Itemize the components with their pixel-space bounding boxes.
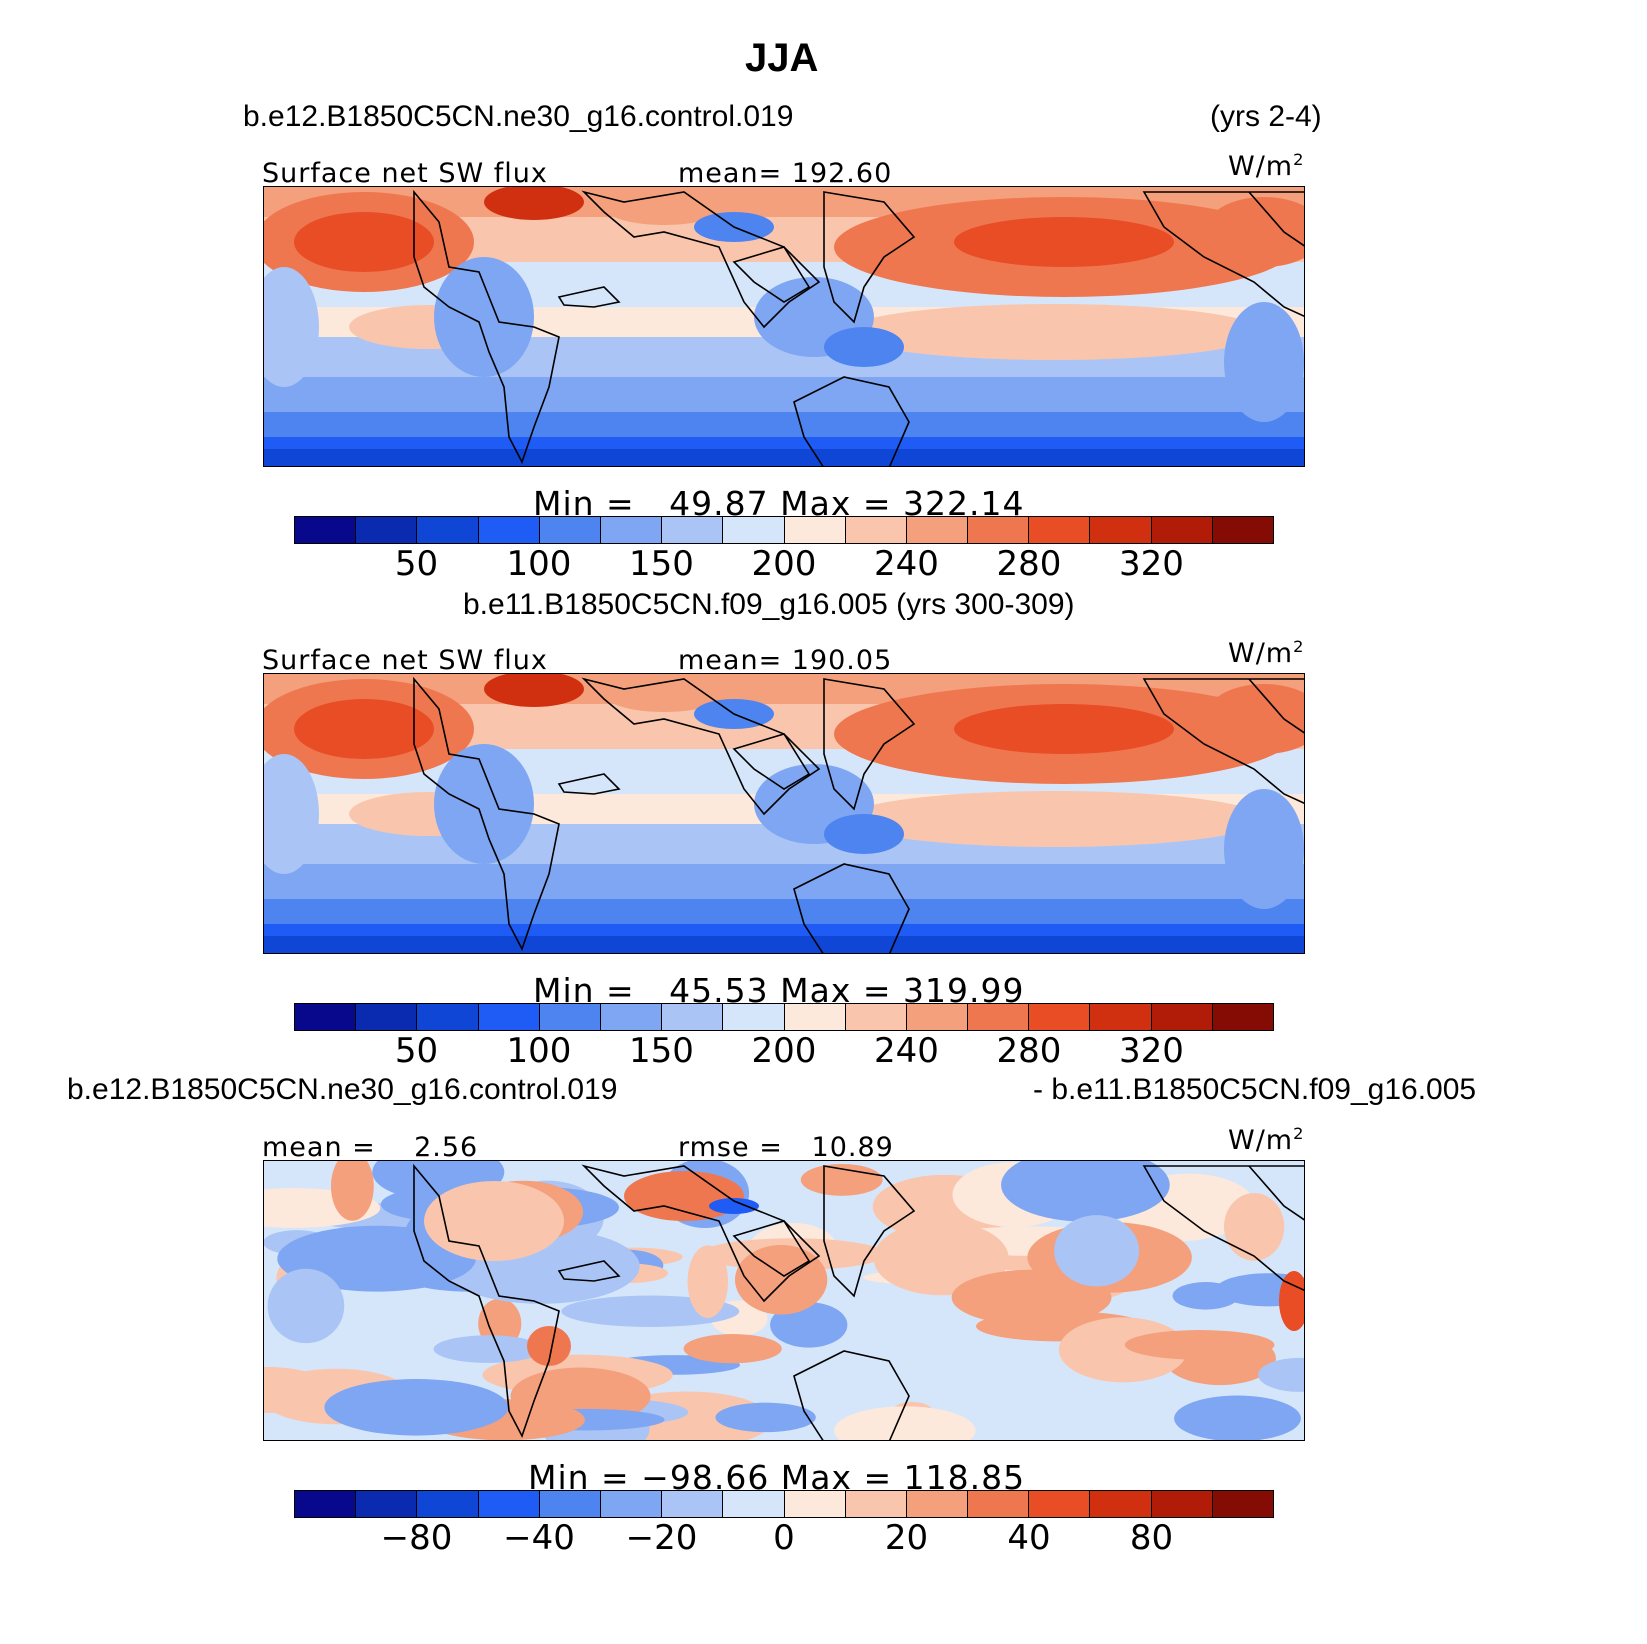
- panel1-colorbar: [294, 516, 1274, 544]
- colorbar-swatch: [784, 1491, 846, 1517]
- colorbar-tick-label: 20: [884, 1518, 929, 1558]
- panel2-variable: Surface net SW flux: [262, 645, 548, 676]
- colorbar-swatch: [784, 517, 846, 543]
- colorbar-swatch: [662, 517, 724, 543]
- colorbar-swatch: [723, 1491, 785, 1517]
- colorbar-tick-label: 150: [629, 544, 694, 584]
- case2-header: b.e11.B1850C5CN.f09_g16.005 (yrs 300-309…: [463, 588, 1075, 621]
- colorbar-swatch: [1029, 517, 1091, 543]
- colorbar-swatch: [1212, 517, 1273, 543]
- map-field: [264, 187, 1304, 466]
- colorbar-tick-label: 50: [394, 1031, 439, 1071]
- colorbar-swatch: [417, 1004, 479, 1030]
- panel3-units: W/m2: [1228, 1124, 1305, 1156]
- panel1-colorbar-ticks: 50 100 150 200 240 280 320: [294, 544, 1274, 584]
- colorbar-swatch: [356, 517, 418, 543]
- colorbar-swatch: [295, 517, 357, 543]
- colorbar-swatch: [1090, 1004, 1152, 1030]
- colorbar-swatch: [1090, 1491, 1152, 1517]
- colorbar-swatch: [539, 1491, 601, 1517]
- colorbar-swatch: [1212, 1491, 1273, 1517]
- colorbar-swatch: [356, 1491, 418, 1517]
- colorbar-tick-label: 150: [629, 1031, 694, 1071]
- colorbar-swatch: [1029, 1491, 1091, 1517]
- colorbar-swatch: [906, 517, 969, 543]
- colorbar-tick-label: 320: [1119, 544, 1184, 584]
- colorbar-tick-label: 0: [773, 1518, 795, 1558]
- panel3-mean: mean = 2.56: [262, 1132, 479, 1163]
- colorbar-swatch: [295, 1004, 357, 1030]
- colorbar-tick-label: 80: [1129, 1518, 1174, 1558]
- colorbar-tick-label: 280: [996, 1031, 1062, 1071]
- colorbar-tick-label: 40: [1007, 1518, 1051, 1558]
- panel2-colorbar: [294, 1003, 1274, 1031]
- panel3-colorbar: [294, 1490, 1274, 1518]
- panel2-colorbar-ticks: 50 100 150 200 240 280 320: [294, 1031, 1274, 1071]
- colorbar-swatch: [539, 1004, 601, 1030]
- colorbar-swatch: [723, 1004, 785, 1030]
- colorbar-swatch: [600, 1491, 663, 1517]
- colorbar-swatch: [845, 517, 907, 543]
- case1-years: (yrs 2-4): [1210, 100, 1322, 133]
- colorbar-swatch: [1151, 517, 1213, 543]
- colorbar-swatch: [478, 517, 540, 543]
- colorbar-swatch: [845, 1491, 907, 1517]
- colorbar-tick-label: 240: [874, 544, 939, 584]
- colorbar-swatch: [600, 1004, 663, 1030]
- colorbar-swatch: [968, 1004, 1030, 1030]
- colorbar-swatch: [784, 1004, 846, 1030]
- colorbar-swatch: [478, 1491, 540, 1517]
- colorbar-tick-label: 100: [506, 544, 572, 584]
- colorbar-swatch: [417, 517, 479, 543]
- colorbar-tick-label: 50: [394, 544, 439, 584]
- colorbar-swatch: [662, 1004, 724, 1030]
- colorbar-tick-label: 320: [1119, 1031, 1184, 1071]
- colorbar-swatch: [968, 517, 1030, 543]
- panel1-units: W/m2: [1228, 150, 1305, 182]
- map-field: [264, 1161, 1304, 1440]
- case1-name: b.e12.B1850C5CN.ne30_g16.control.019: [243, 100, 794, 133]
- diff-right-name: - b.e11.B1850C5CN.f09_g16.005: [1033, 1073, 1477, 1106]
- colorbar-swatch: [1212, 1004, 1273, 1030]
- colorbar-tick-label: −20: [625, 1518, 698, 1558]
- colorbar-swatch: [723, 517, 785, 543]
- colorbar-tick-label: 200: [751, 544, 817, 584]
- colorbar-swatch: [478, 1004, 540, 1030]
- colorbar-tick-label: 240: [874, 1031, 939, 1071]
- panel2-map: [263, 673, 1305, 954]
- colorbar-tick-label: 100: [506, 1031, 572, 1071]
- panel1-map: [263, 186, 1305, 467]
- colorbar-swatch: [906, 1491, 969, 1517]
- colorbar-swatch: [417, 1491, 479, 1517]
- panel3-colorbar-ticks: −80 −40 −20 0 20 40 80: [294, 1518, 1274, 1558]
- colorbar-swatch: [906, 1004, 969, 1030]
- panel1-mean: mean= 192.60: [678, 158, 893, 189]
- panel3-map: [263, 1160, 1305, 1441]
- colorbar-swatch: [845, 1004, 907, 1030]
- figure-title: JJA: [745, 36, 819, 80]
- panel2-mean: mean= 190.05: [678, 645, 893, 676]
- colorbar-swatch: [600, 517, 663, 543]
- colorbar-tick-label: −80: [380, 1518, 453, 1558]
- panel3-rmse: rmse = 10.89: [678, 1132, 894, 1163]
- panel1-variable: Surface net SW flux: [262, 158, 548, 189]
- colorbar-swatch: [539, 517, 601, 543]
- diff-left-name: b.e12.B1850C5CN.ne30_g16.control.019: [67, 1073, 618, 1106]
- colorbar-swatch: [1029, 1004, 1091, 1030]
- colorbar-swatch: [662, 1491, 724, 1517]
- colorbar-swatch: [1090, 517, 1152, 543]
- map-field: [264, 674, 1304, 953]
- colorbar-tick-label: 280: [996, 544, 1062, 584]
- colorbar-tick-label: 200: [751, 1031, 817, 1071]
- colorbar-swatch: [1151, 1004, 1213, 1030]
- panel2-units: W/m2: [1228, 637, 1305, 669]
- colorbar-swatch: [968, 1491, 1030, 1517]
- colorbar-swatch: [356, 1004, 418, 1030]
- colorbar-swatch: [295, 1491, 357, 1517]
- colorbar-tick-label: −40: [503, 1518, 575, 1558]
- colorbar-swatch: [1151, 1491, 1213, 1517]
